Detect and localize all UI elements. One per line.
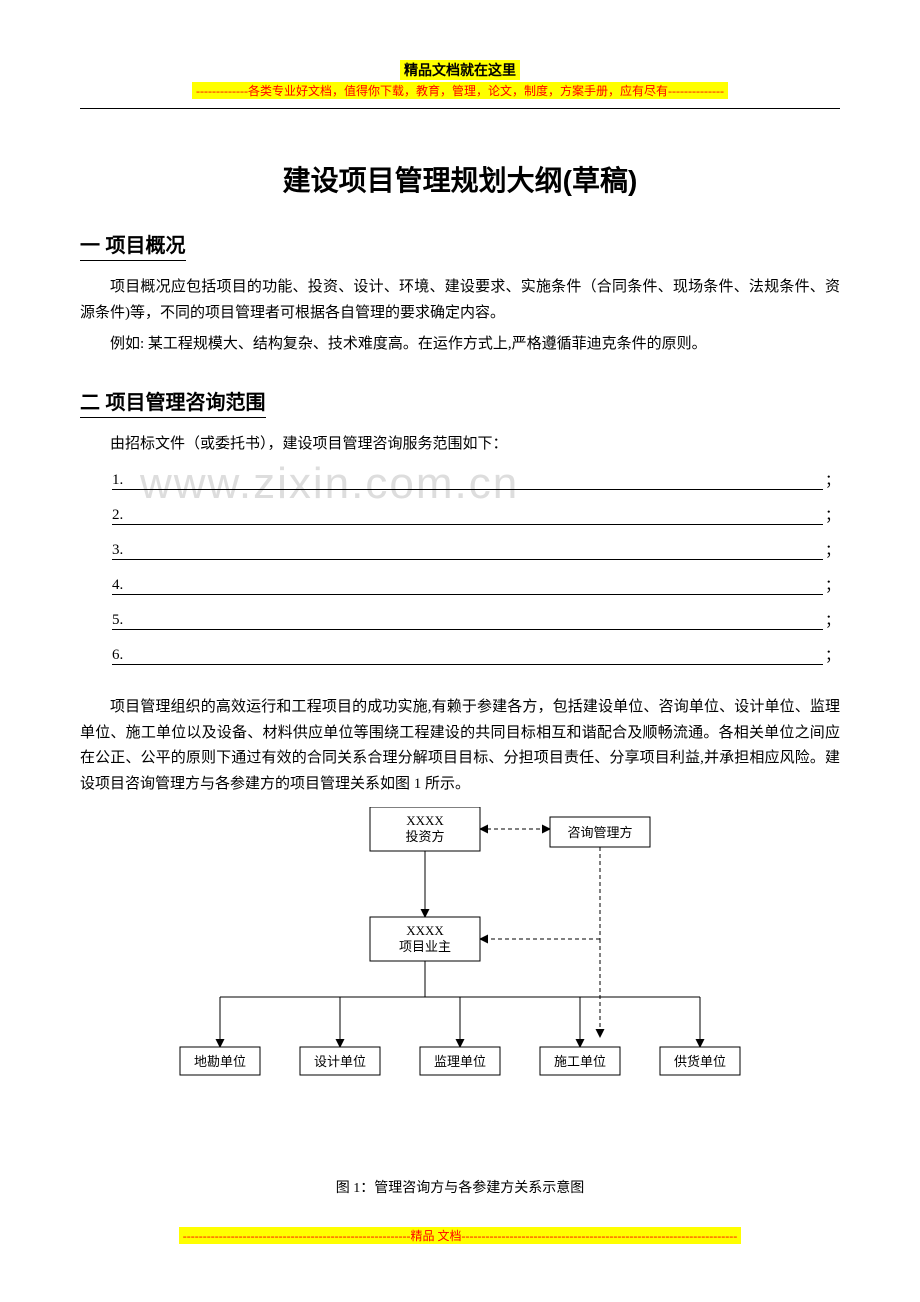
svg-text:咨询管理方: 咨询管理方 [567, 825, 632, 840]
section2-para: 项目管理组织的高效运行和工程项目的成功实施,有赖于参建各方，包括建设单位、咨询单… [80, 695, 840, 797]
svg-text:投资方: 投资方 [405, 829, 444, 844]
fill-line: 1.； [112, 469, 840, 490]
content: 建设项目管理规划大纲(草稿) 一 项目概况 项目概况应包括项目的功能、投资、设计… [80, 159, 840, 1197]
section1-heading: 一 项目概况 [80, 229, 186, 261]
diagram-svg: XXXX投资方咨询管理方XXXX项目业主地勘单位设计单位监理单位施工单位供货单位 [160, 807, 760, 1097]
svg-text:供货单位: 供货单位 [674, 1054, 726, 1069]
org-diagram: XXXX投资方咨询管理方XXXX项目业主地勘单位设计单位监理单位施工单位供货单位 [160, 807, 760, 1147]
header-title: 精品文档就在这里 [400, 60, 520, 80]
fill-line: 4.； [112, 574, 840, 595]
svg-text:监理单位: 监理单位 [434, 1054, 486, 1069]
svg-text:XXXX: XXXX [406, 923, 444, 938]
fill-line: 3.； [112, 539, 840, 560]
svg-text:XXXX: XXXX [406, 813, 444, 828]
section2-intro: 由招标文件（或委托书），建设项目管理咨询服务范围如下： [80, 432, 840, 458]
header-banner: 精品文档就在这里 -------------各类专业好文档，值得你下载，教育，管… [80, 60, 840, 100]
footer: ----------------------------------------… [80, 1227, 840, 1245]
header-divider [80, 108, 840, 109]
section1-para2: 例如: 某工程规模大、结构复杂、技术难度高。在运作方式上,严格遵循菲迪克条件的原… [80, 332, 840, 358]
svg-text:项目业主: 项目业主 [399, 939, 451, 954]
page-title: 建设项目管理规划大纲(草稿) [80, 159, 840, 199]
fill-in-lines: 1.； 2.； 3.； 4.； 5.； 6.； [112, 469, 840, 665]
header-subtitle: -------------各类专业好文档，值得你下载，教育，管理，论文，制度，方… [192, 82, 728, 99]
fill-line: 5.； [112, 609, 840, 630]
fill-line: 2.； [112, 504, 840, 525]
footer-banner: ----------------------------------------… [179, 1227, 742, 1244]
diagram-caption: 图 1：管理咨询方与各参建方关系示意图 [80, 1177, 840, 1197]
section1-para1: 项目概况应包括项目的功能、投资、设计、环境、建设要求、实施条件（合同条件、现场条… [80, 275, 840, 326]
svg-text:设计单位: 设计单位 [314, 1054, 366, 1069]
section2-heading: 二 项目管理咨询范围 [80, 386, 266, 418]
svg-text:地勘单位: 地勘单位 [194, 1054, 246, 1069]
fill-line: 6.； [112, 644, 840, 665]
svg-text:施工单位: 施工单位 [554, 1054, 606, 1069]
